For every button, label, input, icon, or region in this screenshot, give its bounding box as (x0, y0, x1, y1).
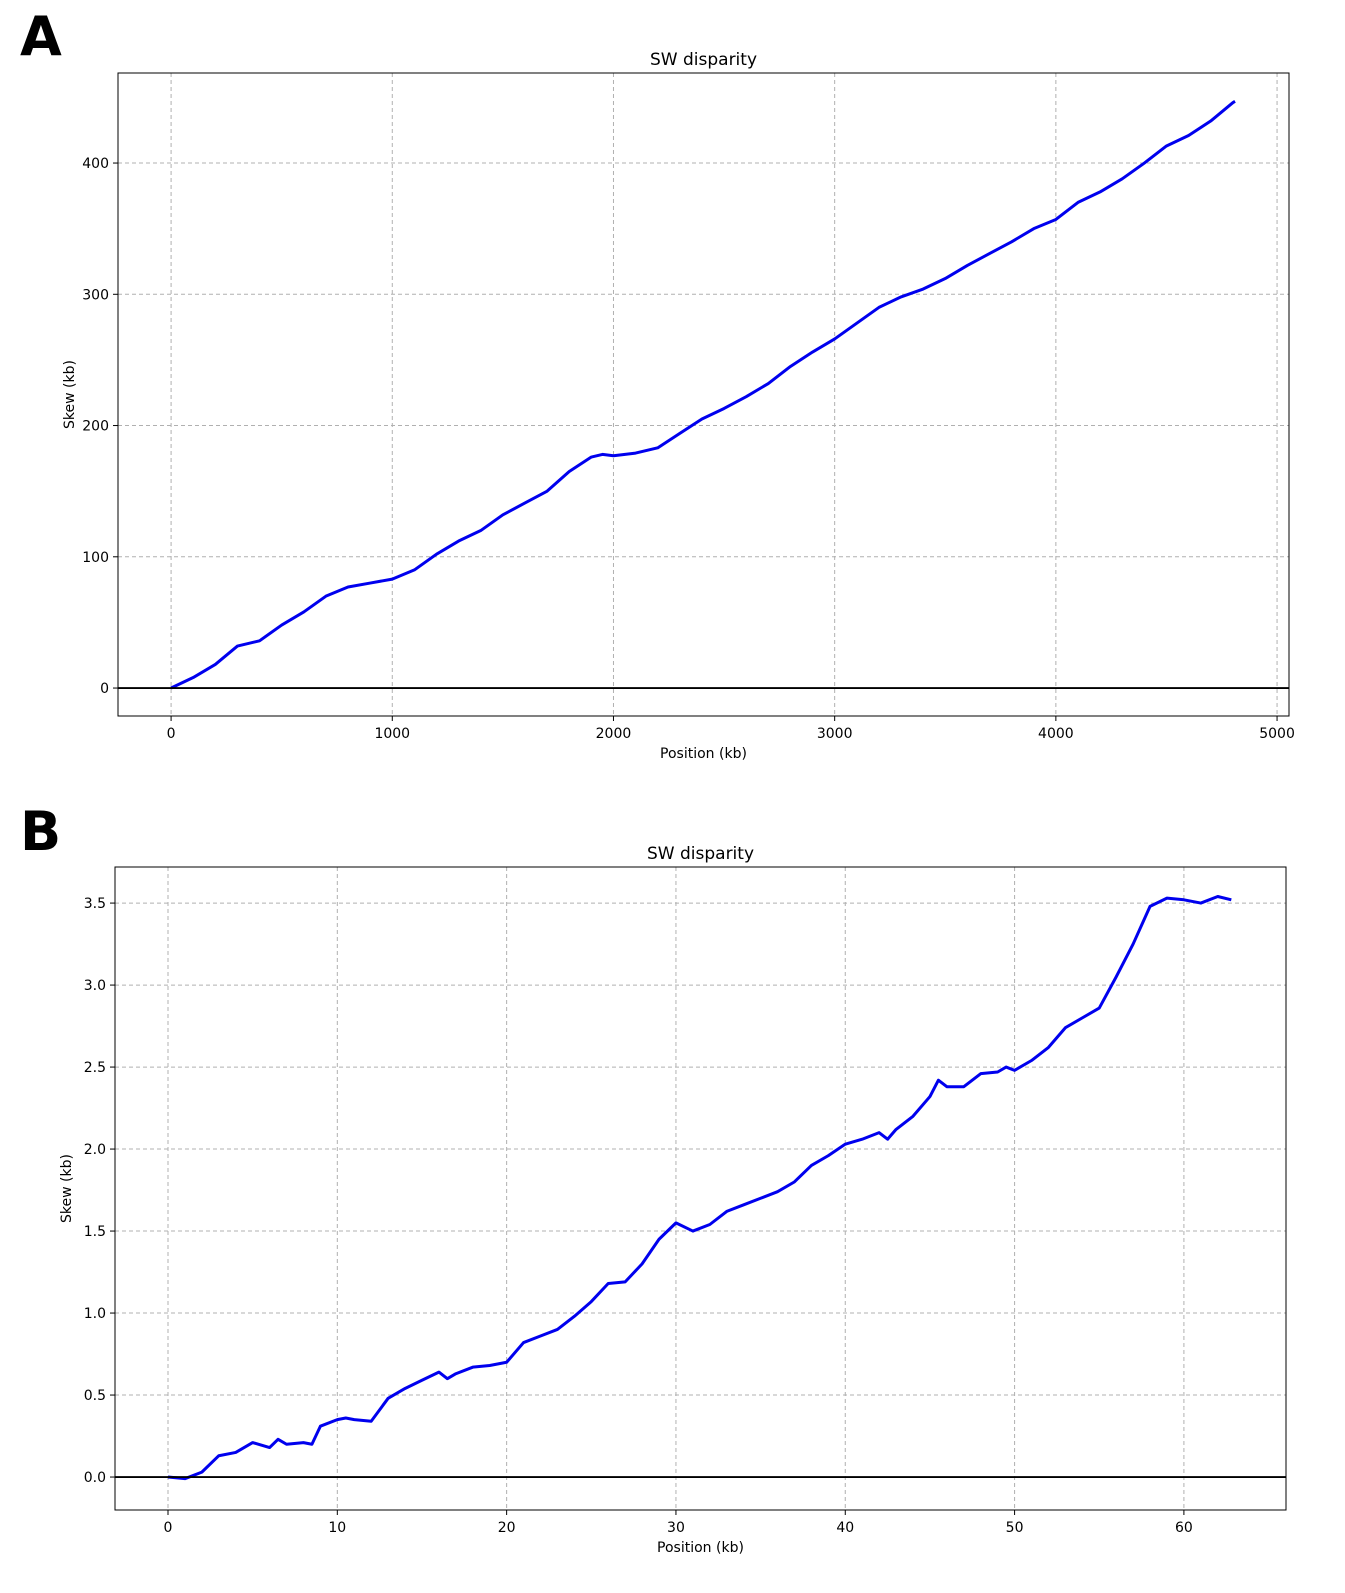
y-tick-label: 200 (82, 419, 109, 435)
y-axis-label: Skew (kb) (59, 1154, 75, 1223)
y-tick-label: 400 (82, 156, 109, 172)
x-axis-label: Position (kb) (657, 1540, 744, 1556)
chart-title: SW disparity (647, 844, 754, 864)
x-tick-label: 3000 (817, 726, 853, 742)
x-tick-label: 20 (498, 1520, 516, 1536)
y-tick-label: 2.0 (84, 1142, 106, 1158)
x-tick-label: 10 (328, 1520, 346, 1536)
y-tick-label: 3.0 (84, 978, 106, 994)
y-tick-label: 3.5 (84, 896, 106, 912)
x-tick-label: 40 (836, 1520, 854, 1536)
panel-label: B (20, 800, 61, 863)
x-tick-label: 60 (1175, 1520, 1193, 1536)
x-tick-label: 1000 (374, 726, 410, 742)
y-axis-label: Skew (kb) (62, 360, 78, 429)
data-line (170, 100, 1236, 690)
y-tick-label: 100 (82, 550, 109, 566)
plot-frame (114, 866, 1287, 1511)
x-tick-label: 5000 (1259, 726, 1295, 742)
y-tick-label: 0.5 (84, 1388, 106, 1404)
y-tick-label: 2.5 (84, 1060, 106, 1076)
x-tick-label: 30 (667, 1520, 685, 1536)
y-tick-label: 1.0 (84, 1306, 106, 1322)
x-tick-label: 0 (167, 726, 176, 742)
y-tick-label: 0.0 (84, 1470, 106, 1486)
x-tick-label: 50 (1006, 1520, 1024, 1536)
x-tick-label: 0 (164, 1520, 173, 1536)
plot-frame (117, 72, 1290, 717)
y-tick-label: 0 (100, 681, 109, 697)
chart-title: SW disparity (650, 50, 757, 70)
panel-label: A (20, 5, 62, 68)
x-tick-label: 2000 (596, 726, 632, 742)
x-tick-label: 4000 (1038, 726, 1074, 742)
y-tick-label: 300 (82, 287, 109, 303)
x-axis-label: Position (kb) (660, 746, 747, 762)
y-tick-label: 1.5 (84, 1224, 106, 1240)
data-line (167, 895, 1232, 1481)
